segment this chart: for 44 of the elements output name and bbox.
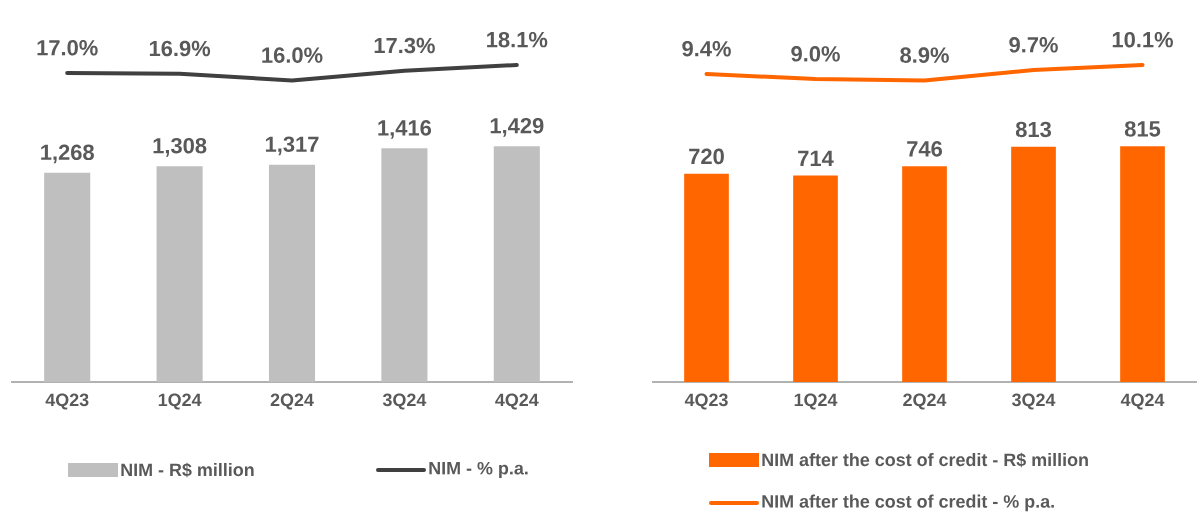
data-label: 8.9% [900,47,949,63]
data-label: 720 [689,148,724,165]
x-tick-label: 4Q24 [1120,393,1165,410]
bar [793,175,838,382]
data-label: 813 [1015,121,1051,138]
x-tick-label: 3Q24 [1011,393,1056,410]
bar [44,172,91,382]
data-label: 1,429 [490,117,544,137]
legend-label: NIM after the cost of credit - R$ million [762,452,1088,468]
bar [902,166,947,382]
legend-label: NIM - R$ million [121,462,254,478]
bar [684,173,729,382]
x-tick-label: 2Q24 [270,393,314,410]
bar [381,148,428,382]
x-tick-label: 4Q24 [495,393,539,410]
data-label: 1,308 [153,137,207,157]
data-label: 815 [1124,121,1161,137]
data-label: 17.0% [37,39,98,56]
data-label: 18.1% [487,31,548,48]
data-label: 1,317 [265,136,319,156]
data-label: 16.0% [262,47,323,63]
data-label: 9.4% [682,40,731,57]
x-tick-label: 2Q24 [903,393,947,410]
data-label: 9.7% [1009,37,1058,53]
bar [156,166,203,382]
x-tick-label: 3Q24 [382,393,427,410]
data-label: 17.3% [374,37,435,54]
data-label: 1,268 [41,144,94,164]
data-label: 16.9% [149,40,211,57]
bar [493,146,540,382]
x-tick-label: 4Q23 [684,393,728,410]
data-label: 714 [798,150,834,166]
data-label: 746 [907,141,942,157]
x-tick-label: 1Q24 [158,393,202,410]
bar [268,164,316,382]
data-label: 1,416 [378,120,432,139]
legend-label: NIM after the cost of credit - % p.a. [762,494,1054,512]
legend-label: NIM - % p.a. [429,461,528,479]
bar [1011,146,1056,382]
data-label: 9.0% [791,46,840,62]
data-label: 10.1% [1112,31,1173,48]
x-tick-label: 1Q24 [794,393,838,410]
x-tick-label: 4Q23 [45,393,89,410]
bar [1120,146,1165,382]
